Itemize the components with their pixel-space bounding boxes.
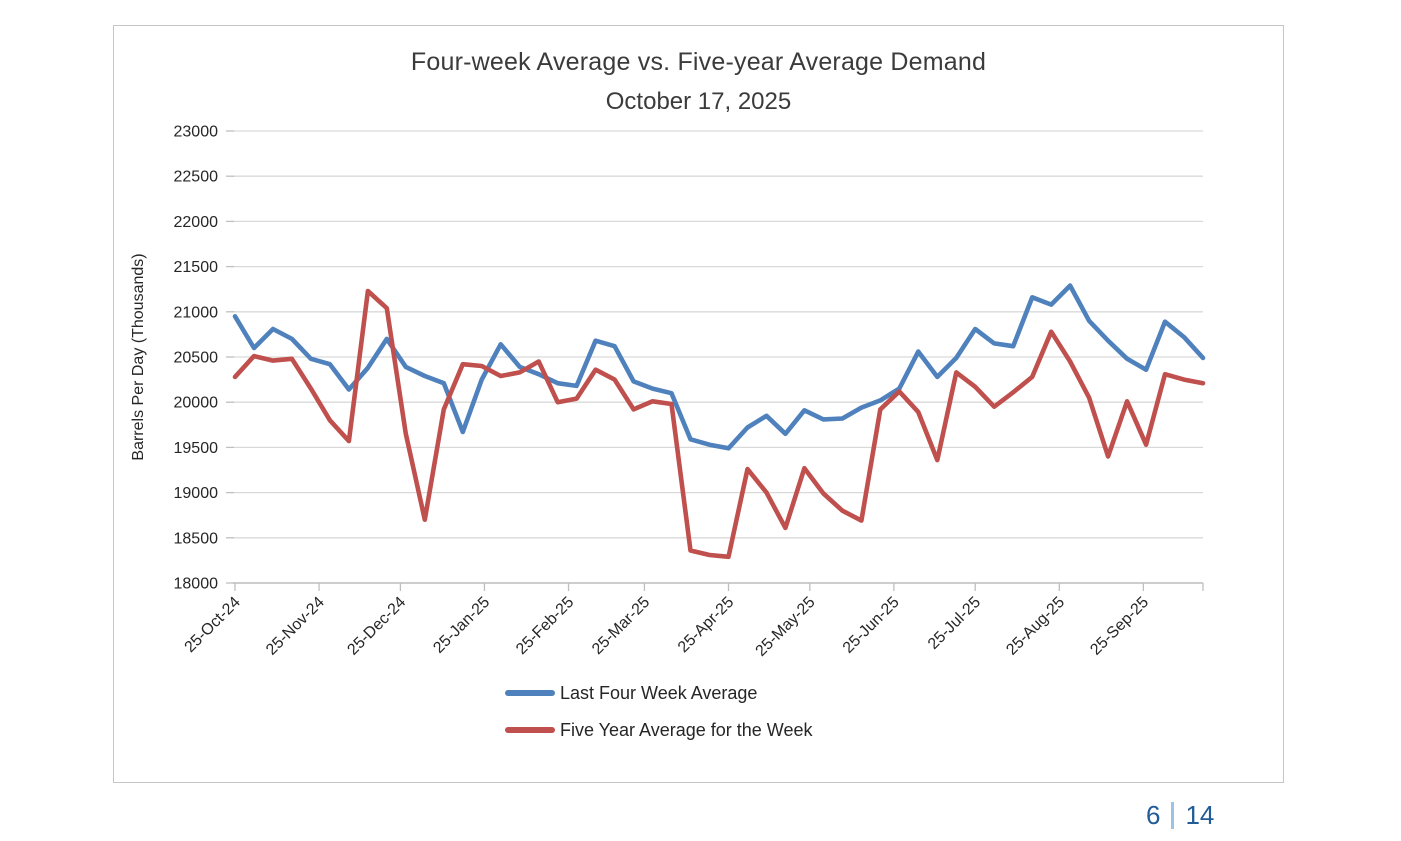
- legend-label: Last Four Week Average: [560, 682, 758, 703]
- chart-subtitle: October 17, 2025: [605, 88, 792, 115]
- x-tick-label: 25-Jul-25: [925, 594, 984, 653]
- x-tick-label: 25-Aug-25: [1003, 594, 1068, 659]
- x-tick-label: 25-Apr-25: [675, 594, 737, 656]
- page-number: 6 14: [1146, 799, 1266, 831]
- legend-item-five-year: Five Year Average for the Week: [505, 715, 813, 745]
- x-tick-label: 25-May-25: [753, 594, 819, 660]
- x-tick-label: 25-Sep-25: [1087, 594, 1152, 659]
- y-tick-label: 22500: [174, 169, 219, 186]
- series-line-four-week-average: [232, 283, 1206, 451]
- page-total: 14: [1185, 799, 1215, 830]
- y-tick-label: 21500: [174, 259, 219, 276]
- y-tick-label: 18500: [174, 530, 219, 547]
- x-tick-label: 25-Feb-25: [513, 594, 577, 658]
- x-tick-label: 25-Nov-24: [263, 594, 328, 659]
- y-tick-label: 18000: [174, 576, 219, 593]
- page-number-separator: [1171, 801, 1175, 829]
- y-tick-label: 20000: [174, 395, 219, 412]
- x-tick-label: 25-Oct-24: [182, 594, 244, 656]
- y-tick-label: 21000: [174, 304, 219, 321]
- x-tick-label: 25-Mar-25: [589, 594, 653, 658]
- chart-legend: Last Four Week Average Five Year Average…: [505, 678, 813, 752]
- y-tick-label: 20500: [174, 350, 219, 367]
- legend-item-four-week: Last Four Week Average: [505, 678, 813, 708]
- y-tick-label: 22000: [174, 214, 219, 231]
- y-tick-label: 19500: [174, 440, 219, 457]
- legend-swatch-red: [505, 727, 555, 733]
- page-current: 6: [1146, 799, 1161, 830]
- x-tick-label: 25-Jun-25: [840, 594, 903, 657]
- y-tick-label: 19000: [174, 485, 219, 502]
- y-axis-label: Barrels Per Day (Thousands): [130, 253, 147, 460]
- chart-title: Four-week Average vs. Five-year Average …: [410, 48, 987, 76]
- legend-label: Five Year Average for the Week: [560, 719, 813, 740]
- x-tick-label: 25-Jan-25: [430, 594, 493, 657]
- legend-swatch-blue: [505, 690, 555, 696]
- series-line-five-year-average: [232, 288, 1206, 560]
- x-tick-label: 25-Dec-24: [344, 594, 409, 659]
- y-tick-label: 23000: [174, 124, 219, 141]
